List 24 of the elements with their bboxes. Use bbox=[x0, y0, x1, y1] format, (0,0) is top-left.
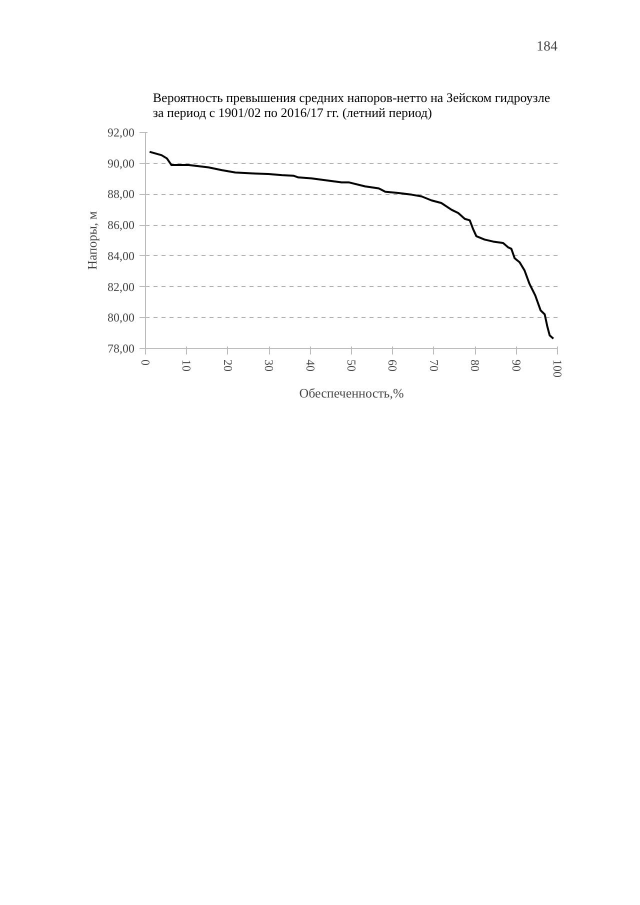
y-tick-label: 86,00 bbox=[108, 218, 134, 232]
y-tick-label: 84,00 bbox=[108, 248, 134, 263]
x-tick-label: 0 bbox=[138, 360, 152, 366]
y-tick-label: 92,00 bbox=[108, 126, 134, 140]
chart-title: Вероятность превышения средних напоров-нетто на Зейском гидроузле за период с 1901/02 по 2016/17 гг. (летний период) bbox=[152, 90, 550, 120]
y-tick-label: 90,00 bbox=[108, 156, 134, 170]
y-axis-title: Напоры, м bbox=[84, 211, 100, 270]
x-tick-label: 40 bbox=[303, 360, 318, 372]
y-tick-label: 80,00 bbox=[108, 310, 134, 325]
x-tick-label: 70 bbox=[426, 360, 441, 372]
y-tick-label: 82,00 bbox=[108, 280, 134, 294]
line-series bbox=[148, 150, 554, 340]
x-tick-label: 20 bbox=[220, 360, 235, 372]
x-tick-label: 80 bbox=[468, 360, 482, 372]
x-tick-label: 50 bbox=[344, 360, 358, 372]
x-axis-title: Обеспеченность,% bbox=[299, 386, 404, 400]
x-tick-label: 10 bbox=[180, 360, 194, 372]
x-tick-label: 100 bbox=[550, 360, 564, 378]
y-tick-label: 78,00 bbox=[108, 342, 134, 356]
x-tick-label: 30 bbox=[262, 360, 276, 372]
y-tick-label: 88,00 bbox=[108, 187, 134, 202]
x-tick-label: 60 bbox=[386, 360, 400, 372]
x-tick-label: 90 bbox=[509, 360, 524, 372]
text: 184 bbox=[536, 40, 558, 54]
